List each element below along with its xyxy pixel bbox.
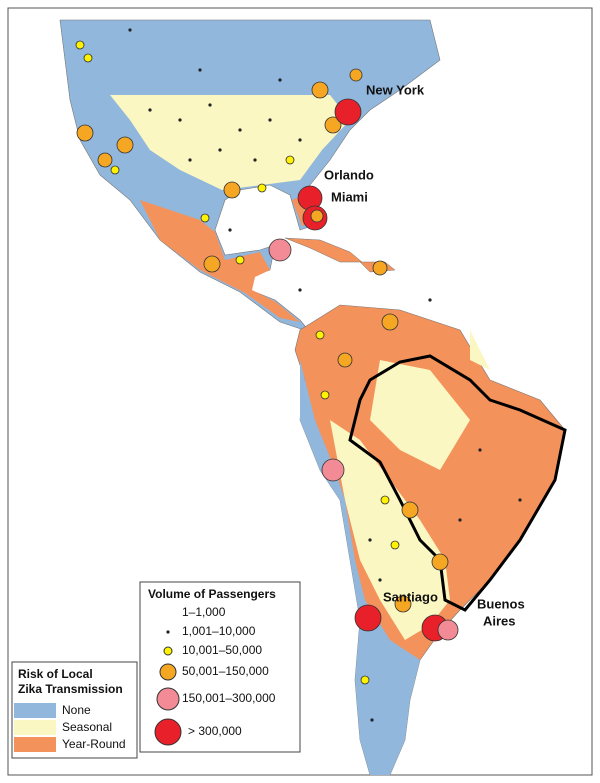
legend-item: 50,001–150,000	[182, 664, 269, 678]
passenger-legend: Volume of Passengers 1–1,000 1,001–10,00…	[139, 581, 301, 753]
city-label: Santiago	[383, 589, 438, 604]
passenger-markers	[75, 40, 459, 685]
legend-item: None	[62, 703, 91, 717]
legend-item: 10,001–50,000	[182, 643, 262, 657]
city-label: Aires	[483, 613, 516, 628]
legend-title: Zika Transmission	[18, 682, 123, 696]
city-label: Buenos	[477, 596, 525, 611]
legend-item: 1,001–10,000	[182, 624, 256, 638]
legend-item: Seasonal	[62, 720, 112, 734]
mexico-year-round	[140, 200, 300, 322]
risk-legend: Risk of Local Zika Transmission None Sea…	[11, 661, 138, 759]
small-airports	[128, 28, 522, 722]
brazil-border	[348, 354, 567, 612]
legend-item: Year-Round	[62, 737, 126, 751]
legend-item: > 300,000	[188, 724, 242, 738]
legend-title: Risk of Local	[18, 667, 93, 681]
legend-title: Volume of Passengers	[148, 587, 276, 601]
us-seasonal	[110, 95, 350, 190]
south-america-seasonal	[330, 330, 490, 640]
legend-item: 150,001–300,000	[182, 691, 276, 705]
city-label: Miami	[331, 189, 368, 204]
city-label: New York	[366, 82, 425, 97]
legend-item: 1–1,000	[182, 605, 226, 619]
city-label: Orlando	[324, 167, 374, 182]
